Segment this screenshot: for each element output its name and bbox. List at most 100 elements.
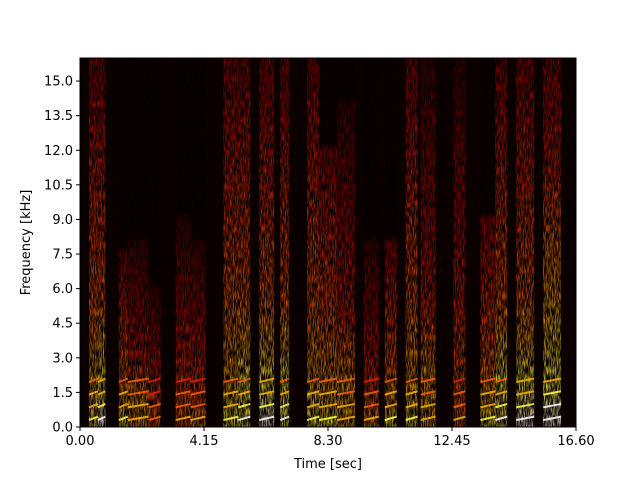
harmonic-band: [495, 377, 508, 383]
harmonic-band: [480, 377, 496, 384]
x-axis-label: Time [sec]: [293, 457, 362, 472]
harmonic-band: [384, 402, 398, 409]
harmonic-band: [336, 390, 356, 396]
harmonic-band: [516, 377, 535, 384]
harmonic-band: [238, 390, 251, 396]
harmonic-band: [97, 403, 106, 409]
energy-segment: [384, 58, 397, 427]
harmonic-band: [88, 390, 99, 396]
harmonic-band: [190, 377, 206, 384]
harmonic-band: [118, 403, 129, 409]
energy-segment: [336, 58, 355, 427]
harmonic-band: [306, 415, 320, 422]
energy-segment: [307, 58, 320, 427]
harmonic-band: [259, 377, 275, 384]
harmonic-band: [420, 377, 436, 384]
spectrogram-segments: [88, 58, 562, 427]
harmonic-band: [405, 415, 418, 422]
y-tick-label: 0.0: [52, 421, 73, 436]
harmonic-band: [495, 390, 508, 396]
energy-segment: [453, 58, 466, 427]
x-axis-ticks: 0.00 4.15 8.30 12.45 16.60: [66, 427, 595, 449]
energy-segment: [363, 58, 379, 427]
harmonic-band: [238, 402, 251, 409]
y-tick-label: 3.0: [52, 351, 73, 366]
harmonic-band: [118, 377, 129, 383]
energy-segment: [495, 58, 508, 427]
harmonic-band: [516, 402, 535, 409]
harmonic-band: [97, 377, 106, 383]
harmonic-band: [88, 415, 99, 422]
harmonic-band: [97, 390, 106, 396]
harmonic-band: [516, 415, 535, 422]
harmonic-band: [88, 377, 99, 383]
harmonic-band: [306, 402, 320, 409]
harmonic-band: [306, 377, 320, 383]
harmonic-band: [118, 390, 129, 396]
energy-segment: [420, 58, 436, 427]
x-tick-label: 12.45: [433, 434, 470, 449]
harmonic-band: [363, 377, 380, 384]
harmonic-band: [480, 415, 496, 422]
y-tick-label: 7.5: [52, 248, 73, 263]
y-axis-label: Frequency [kHz]: [19, 190, 34, 296]
harmonic-band: [175, 390, 191, 396]
harmonic-band: [279, 403, 290, 409]
harmonic-band: [223, 377, 239, 384]
harmonic-band: [223, 402, 239, 409]
energy-segment: [319, 58, 337, 427]
harmonic-band: [542, 377, 562, 384]
y-tick-label: 4.5: [52, 317, 73, 332]
energy-segment: [516, 58, 535, 427]
x-tick-label: 8.30: [314, 434, 343, 449]
harmonic-band: [516, 390, 535, 396]
harmonic-band: [148, 390, 161, 396]
energy-segment: [127, 58, 149, 427]
energy-segment: [190, 58, 206, 427]
harmonic-band: [127, 390, 149, 396]
harmonic-band: [148, 402, 161, 409]
harmonic-band: [420, 415, 436, 422]
harmonic-band: [420, 402, 436, 409]
harmonic-band: [259, 390, 275, 396]
harmonic-band: [127, 415, 149, 422]
harmonic-band: [190, 390, 206, 396]
x-tick-label: 4.15: [190, 434, 219, 449]
harmonic-band: [97, 415, 106, 421]
harmonic-band: [480, 390, 496, 396]
y-tick-label: 1.5: [52, 386, 73, 401]
harmonic-band: [336, 402, 356, 409]
harmonic-band: [318, 390, 338, 396]
harmonic-band: [127, 402, 149, 409]
harmonic-band: [384, 390, 398, 396]
harmonic-band: [259, 415, 275, 422]
harmonic-band: [542, 415, 562, 422]
harmonic-band: [318, 415, 338, 422]
y-tick-label: 6.0: [52, 282, 73, 297]
y-tick-label: 10.5: [44, 178, 73, 193]
energy-segment: [118, 58, 128, 427]
harmonic-band: [127, 377, 149, 384]
energy-segment: [223, 58, 239, 427]
harmonic-band: [336, 377, 356, 384]
harmonic-band: [318, 402, 338, 409]
energy-segment: [175, 58, 191, 427]
harmonic-band: [336, 415, 356, 422]
energy-segment: [148, 58, 161, 427]
harmonic-band: [480, 402, 496, 409]
energy-segment: [238, 58, 251, 427]
harmonic-band: [279, 390, 290, 396]
energy-segment: [88, 58, 98, 427]
harmonic-band: [259, 402, 275, 409]
y-tick-label: 12.0: [44, 144, 73, 159]
harmonic-band: [223, 415, 239, 422]
harmonic-band: [238, 377, 251, 383]
x-tick-label: 0.00: [66, 434, 95, 449]
harmonic-band: [190, 415, 206, 422]
energy-segment: [480, 58, 496, 427]
harmonic-band: [190, 402, 206, 409]
x-tick-label: 16.60: [557, 434, 594, 449]
harmonic-band: [279, 415, 290, 422]
harmonic-band: [405, 390, 418, 396]
